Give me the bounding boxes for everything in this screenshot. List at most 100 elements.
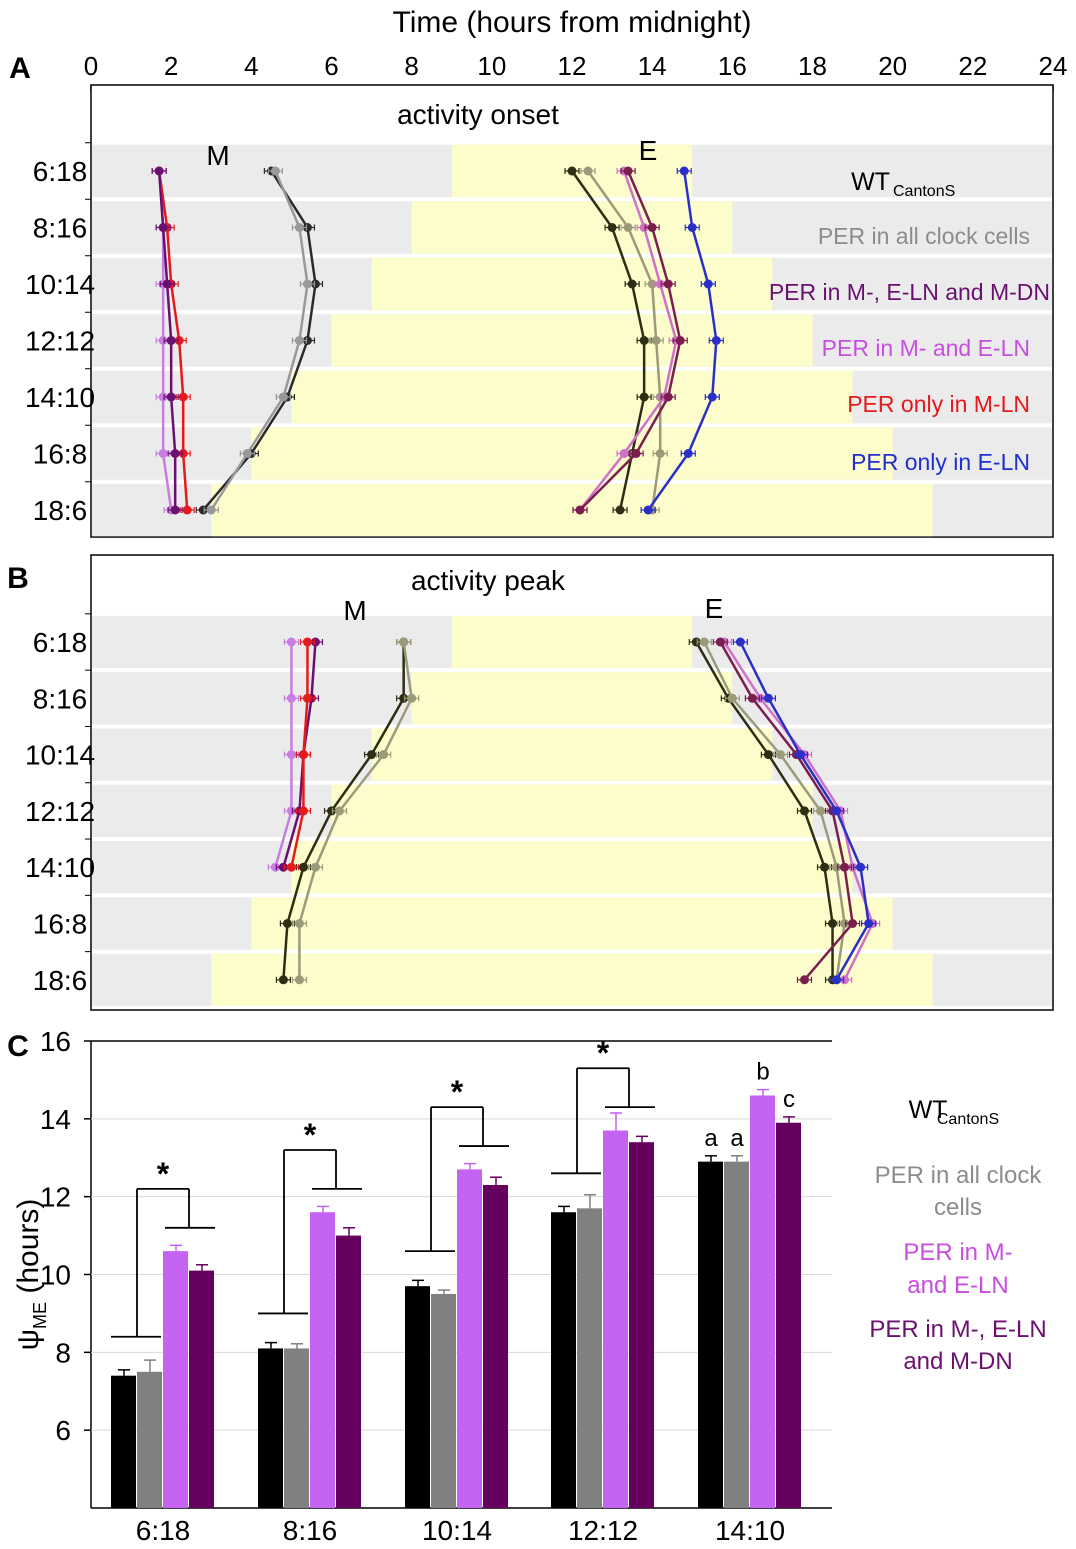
data-point xyxy=(655,449,665,458)
bar xyxy=(111,1375,136,1508)
data-point xyxy=(795,750,805,760)
data-point xyxy=(327,806,336,816)
data-point xyxy=(727,693,737,703)
data-point xyxy=(178,392,188,402)
bar xyxy=(163,1251,188,1508)
data-point xyxy=(683,449,693,458)
data-point xyxy=(399,693,409,703)
significance-star: * xyxy=(597,1035,610,1071)
light-phase-band xyxy=(291,370,853,424)
light-phase-band xyxy=(291,841,853,894)
data-point xyxy=(270,862,280,872)
morning-peak-label: M xyxy=(206,140,229,171)
light-phase-band xyxy=(251,427,893,480)
legend-entry: WT xyxy=(909,1096,948,1124)
bar xyxy=(310,1212,335,1508)
data-point xyxy=(567,166,577,176)
data-point xyxy=(840,975,850,985)
group-letter: a xyxy=(704,1125,718,1152)
morning-peak-label: M xyxy=(343,595,366,626)
data-point xyxy=(832,975,842,985)
data-point xyxy=(162,279,172,289)
x-category-label: 8:16 xyxy=(283,1515,338,1546)
data-point xyxy=(607,223,617,232)
panel-letter-c: C xyxy=(7,1030,29,1063)
legend-entry-subscript: CantonS xyxy=(937,1111,999,1128)
x-tick-label: 10 xyxy=(477,51,506,81)
x-tick-label: 0 xyxy=(84,51,98,81)
x-tick-label: 24 xyxy=(1039,51,1068,81)
legend-entry: PER in M-, E-LN xyxy=(869,1316,1046,1343)
data-point xyxy=(310,862,320,872)
data-point xyxy=(294,223,304,232)
photoperiod-label: 6:18 xyxy=(33,627,88,658)
data-point xyxy=(278,392,288,402)
significance-star: * xyxy=(451,1074,464,1110)
data-point xyxy=(399,637,409,647)
data-point xyxy=(832,806,842,816)
data-point xyxy=(647,279,657,289)
panel-letter-b: B xyxy=(7,562,29,595)
photoperiod-label: 6:18 xyxy=(33,156,88,187)
photoperiod-label: 8:16 xyxy=(33,683,88,714)
data-point xyxy=(647,223,657,232)
data-point xyxy=(286,637,296,647)
bar xyxy=(483,1184,508,1508)
data-point xyxy=(828,919,838,928)
data-point xyxy=(615,505,625,515)
bar xyxy=(258,1348,283,1508)
data-point xyxy=(302,693,312,703)
data-point xyxy=(278,862,288,872)
panel-title: activity onset xyxy=(397,99,559,130)
photoperiod-label: 12:12 xyxy=(25,796,95,827)
panel-title: activity peak xyxy=(411,565,566,596)
data-point xyxy=(639,336,649,345)
x-category-label: 12:12 xyxy=(568,1515,638,1546)
bar xyxy=(336,1235,361,1508)
bar xyxy=(603,1130,628,1508)
data-point xyxy=(631,449,641,458)
data-point xyxy=(182,505,192,515)
data-point xyxy=(799,975,809,985)
data-point xyxy=(282,919,292,928)
data-point xyxy=(679,166,689,176)
y-axis-title-subscript: ME xyxy=(30,1302,50,1329)
data-point xyxy=(286,806,296,816)
data-point xyxy=(178,449,188,458)
data-point xyxy=(310,637,320,647)
data-point xyxy=(639,223,649,232)
data-point xyxy=(270,166,280,176)
data-point xyxy=(747,693,757,703)
data-point xyxy=(619,449,629,458)
photoperiod-label: 18:6 xyxy=(33,495,88,526)
data-point xyxy=(840,862,850,872)
data-point xyxy=(298,806,308,816)
data-point xyxy=(755,693,765,703)
data-point xyxy=(763,693,773,703)
y-tick-label: 14 xyxy=(40,1104,71,1135)
data-point xyxy=(675,336,685,345)
data-point xyxy=(864,919,874,928)
x-tick-label: 14 xyxy=(638,51,667,81)
data-point xyxy=(687,223,697,232)
data-point xyxy=(623,223,633,232)
data-point xyxy=(286,750,296,760)
data-point xyxy=(651,336,661,345)
x-tick-label: 6 xyxy=(324,51,338,81)
data-point xyxy=(848,919,858,928)
data-point xyxy=(691,637,701,647)
bar xyxy=(724,1161,749,1508)
data-point xyxy=(575,505,585,515)
data-point xyxy=(856,862,866,872)
photoperiod-label: 8:16 xyxy=(33,213,88,244)
panel-c: 6 8 10 12 14 16 ψME (hours) 6:18 * 8:16 * 10:14 * 12:… xyxy=(12,1026,1047,1546)
legend-entry: PER only in M-LN xyxy=(847,391,1030,417)
light-phase-band xyxy=(331,314,813,367)
legend-entry: PER in M- and E-LN xyxy=(822,335,1030,361)
x-tick-label: 18 xyxy=(798,51,827,81)
bar xyxy=(284,1348,309,1508)
photoperiod-label: 16:8 xyxy=(33,439,88,470)
photoperiod-label: 12:12 xyxy=(25,326,95,357)
bar xyxy=(577,1208,602,1508)
photoperiod-label: 10:14 xyxy=(25,269,95,300)
